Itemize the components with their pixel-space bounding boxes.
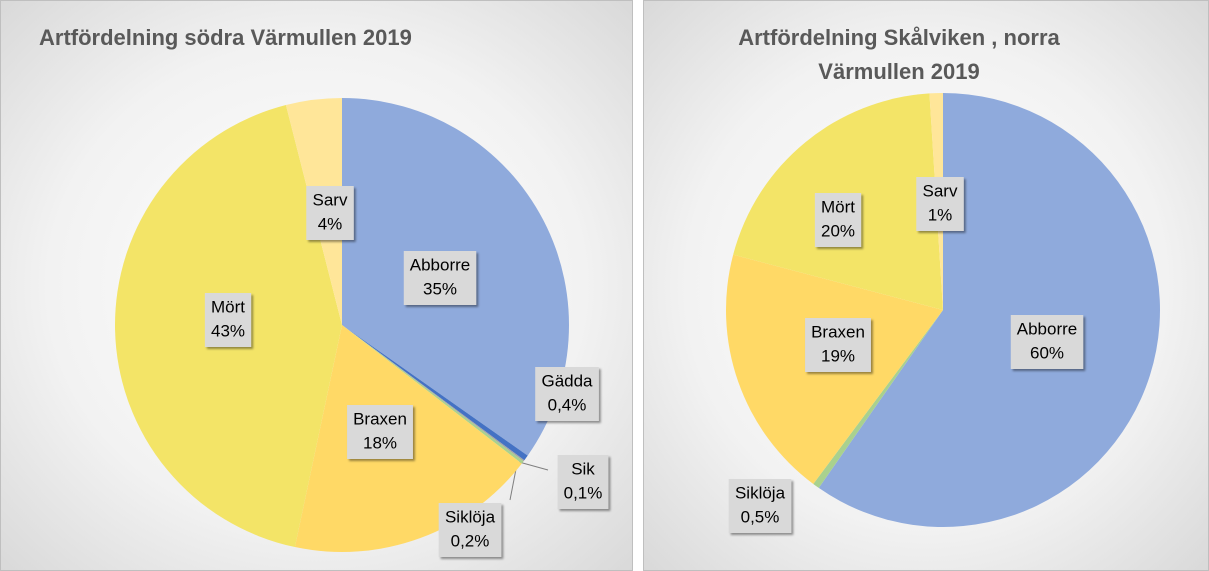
leader-line	[518, 461, 549, 471]
data-label: Mört 20%	[814, 193, 862, 247]
data-label: Siklöja 0,5%	[728, 479, 792, 533]
label-box	[814, 193, 862, 247]
label-value: 1%	[928, 205, 953, 224]
data-label: Sik 0,1%	[557, 455, 609, 509]
pie-slice	[342, 325, 525, 462]
label-category: Mört	[821, 197, 855, 216]
pie-slice	[342, 325, 524, 464]
data-label: Mört 43%	[204, 293, 252, 347]
pie-slice	[813, 310, 943, 488]
label-box	[438, 503, 502, 557]
data-label: Braxen 19%	[805, 318, 871, 372]
label-box	[403, 251, 477, 305]
pie-slice	[818, 93, 1160, 527]
label-category: Abborre	[1017, 319, 1077, 338]
label-box	[1010, 315, 1084, 369]
data-label: Gädda 0,4%	[535, 367, 599, 421]
label-value: 20%	[821, 221, 855, 240]
label-value: 43%	[211, 321, 245, 340]
label-value: 0,4%	[548, 395, 587, 414]
label-box	[204, 293, 252, 347]
label-box	[306, 186, 354, 240]
data-label: Abborre 60%	[1010, 315, 1084, 369]
label-category: Sarv	[923, 181, 958, 200]
data-label: Braxen 18%	[347, 405, 413, 459]
label-value: 19%	[821, 346, 855, 365]
label-value: 4%	[318, 214, 343, 233]
label-category: Sarv	[313, 190, 348, 209]
label-box	[805, 318, 871, 372]
label-value: 60%	[1030, 343, 1064, 362]
label-category: Sik	[571, 459, 595, 478]
chart-title: Artfördelning södra Värmullen 2019	[39, 25, 412, 50]
label-value: 18%	[363, 433, 397, 452]
data-label: Abborre 35%	[403, 251, 477, 305]
label-box	[728, 479, 792, 533]
label-category: Braxen	[353, 409, 407, 428]
pie-slice	[342, 325, 528, 461]
data-label: Sarv 1%	[916, 177, 964, 231]
label-category: Siklöja	[445, 507, 496, 526]
data-label: Sarv 4%	[306, 186, 354, 240]
label-box	[535, 367, 599, 421]
label-category: Siklöja	[735, 483, 786, 502]
data-label: Siklöja 0,2%	[438, 503, 502, 557]
label-value: 0,2%	[451, 531, 490, 550]
label-category: Abborre	[410, 255, 470, 274]
label-value: 0,1%	[564, 483, 603, 502]
label-value: 0,5%	[741, 507, 780, 526]
label-value: 35%	[423, 279, 457, 298]
label-box	[347, 405, 413, 459]
label-category: Braxen	[811, 322, 865, 341]
label-category: Gädda	[541, 371, 593, 390]
label-box	[916, 177, 964, 231]
label-category: Mört	[211, 297, 245, 316]
chart-title: Artfördelning Skålviken , norra Värmulle…	[738, 25, 1060, 84]
label-box	[557, 455, 609, 509]
